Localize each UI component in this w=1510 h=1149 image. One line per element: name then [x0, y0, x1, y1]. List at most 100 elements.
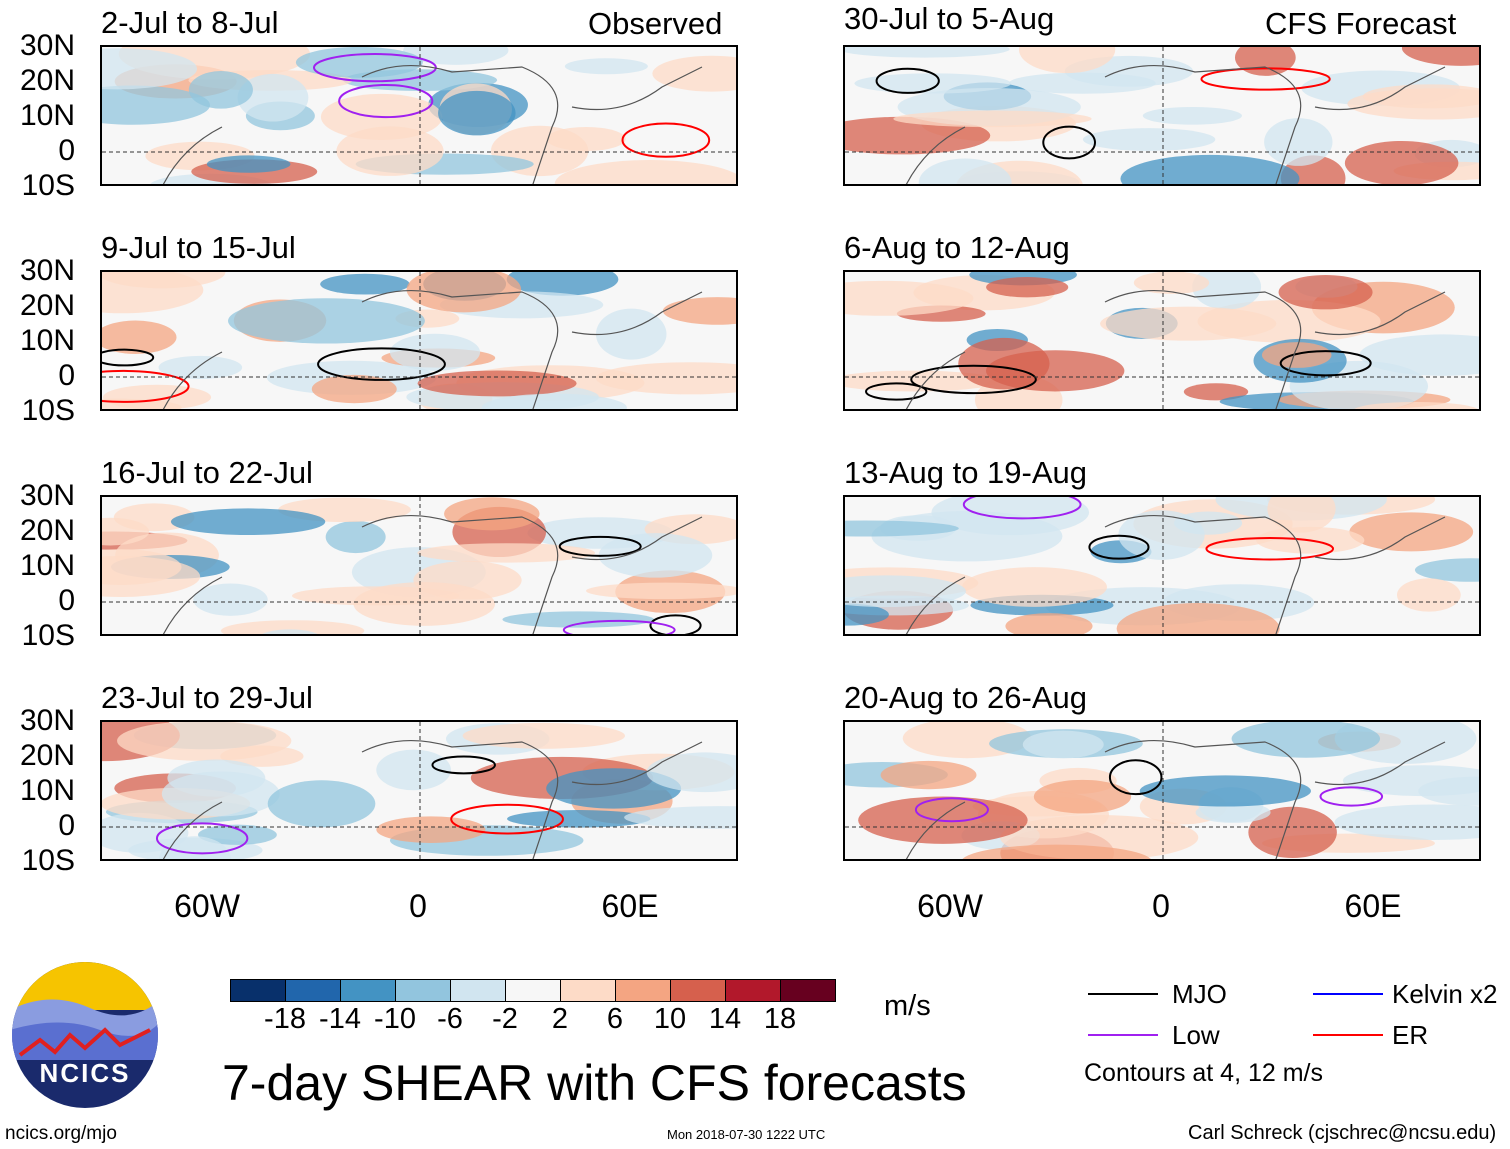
shear-field — [102, 497, 736, 634]
shear-blob — [1261, 342, 1332, 368]
lat-label: 30N — [19, 704, 75, 737]
panel-title: 30-Jul to 5-Aug — [844, 1, 1055, 36]
shear-field — [102, 47, 736, 184]
shear-blob — [161, 771, 280, 817]
wave-contour — [1108, 759, 1163, 796]
lat-label: 20N — [19, 64, 75, 97]
legend-label-kelvin: Kelvin x2 — [1392, 979, 1498, 1009]
shear-field — [845, 722, 1479, 859]
wave-contour — [338, 83, 434, 119]
shear-blob — [389, 333, 481, 371]
shear-blob — [102, 320, 177, 354]
shear-map-panel — [100, 270, 738, 411]
shear-blob — [102, 812, 189, 853]
legend-line-kelvin — [1313, 993, 1383, 995]
colorbar-unit: m/s — [884, 990, 931, 1022]
shear-blob — [662, 297, 736, 325]
legend-label-er: ER — [1392, 1020, 1429, 1050]
shear-blob — [624, 806, 736, 829]
shear-blob — [376, 749, 451, 791]
lat-label: 10S — [21, 394, 75, 427]
lat-label: 10N — [19, 99, 75, 132]
wave-contour — [649, 614, 702, 634]
colorbar-tick: -6 — [437, 1003, 463, 1035]
colorbar-tick: -2 — [492, 1003, 518, 1035]
shear-blob — [102, 272, 226, 289]
shear-blob — [652, 55, 736, 92]
shear-blob — [220, 620, 365, 634]
shear-blob — [880, 760, 977, 790]
shear-blob — [228, 298, 425, 344]
colorbar-tick: -10 — [374, 1003, 416, 1035]
shear-blob — [1082, 128, 1216, 151]
shear-field — [845, 272, 1479, 409]
shear-blob — [1008, 72, 1156, 94]
shear-blob — [237, 73, 309, 122]
shear-blob — [1231, 722, 1381, 758]
shear-map-panel — [843, 270, 1481, 411]
shear-blob — [198, 824, 277, 845]
shear-blob — [158, 355, 243, 380]
wave-contour — [1319, 786, 1384, 807]
shear-blob — [1278, 274, 1373, 310]
shear-blob — [206, 155, 291, 173]
shear-blob — [1116, 603, 1280, 634]
colorbar-tick: 10 — [653, 1003, 687, 1035]
lat-label: 20N — [19, 289, 75, 322]
wave-contour — [1200, 67, 1331, 91]
shear-blob — [845, 520, 959, 537]
wave-contour — [875, 67, 940, 94]
shear-blob — [481, 393, 627, 409]
shear-blob — [502, 611, 655, 628]
panel-title: 16-Jul to 22-Jul — [101, 455, 313, 490]
lon-label: 60E — [1344, 888, 1402, 924]
wave-contour — [962, 497, 1082, 520]
shear-blob — [1022, 730, 1104, 759]
lat-label: 20N — [19, 514, 75, 547]
colorbar-swatch — [285, 979, 341, 1002]
shear-map-panel — [100, 45, 738, 186]
wave-contour — [558, 535, 642, 557]
shear-blob — [462, 722, 626, 749]
shear-blob — [598, 533, 713, 578]
footer-url[interactable]: ncics.org/mjo — [5, 1123, 117, 1144]
colorbar-swatch — [670, 979, 726, 1002]
shear-blob — [102, 384, 212, 409]
wave-contour — [1088, 534, 1150, 560]
lon-label: 0 — [409, 888, 427, 924]
shear-blob — [586, 582, 736, 600]
column-header: CFS Forecast — [1265, 6, 1457, 41]
lon-label: 60W — [174, 888, 240, 924]
lon-label: 0 — [1152, 888, 1170, 924]
colorbar-swatch — [450, 979, 506, 1002]
figure-title: 7-day SHEAR with CFS forecasts — [222, 1055, 967, 1111]
shear-blob — [1359, 334, 1479, 376]
shear-blob — [546, 768, 682, 809]
shear-blob — [1362, 84, 1479, 109]
shear-blob — [325, 520, 386, 554]
shear-field — [845, 47, 1479, 184]
shear-blob — [1267, 497, 1336, 533]
panel-title: 13-Aug to 19-Aug — [844, 455, 1088, 490]
footer-credit: Carl Schreck (cjschrec@ncsu.edu) — [1188, 1122, 1497, 1144]
shear-blob — [417, 370, 577, 397]
legend-note: Contours at 4, 12 m/s — [1084, 1059, 1324, 1087]
shear-blob — [1396, 578, 1461, 612]
colorbar-tick: 2 — [551, 1003, 569, 1035]
shear-blob — [506, 272, 619, 296]
shear-blob — [403, 47, 509, 65]
shear-blob — [1033, 779, 1132, 814]
shear-map-panel — [100, 495, 738, 636]
colorbar-swatch — [340, 979, 396, 1002]
shear-blob — [554, 160, 736, 184]
shear-blob — [1334, 804, 1479, 840]
colorbar-swatch — [230, 979, 286, 1002]
shear-blob — [267, 780, 376, 828]
footer-timestamp: Mon 2018-07-30 1222 UTC — [667, 1127, 826, 1142]
wave-contour — [1042, 125, 1096, 160]
panel-title: 23-Jul to 29-Jul — [101, 680, 313, 715]
colorbar-tick: 14 — [708, 1003, 742, 1035]
wave-contour — [865, 382, 928, 401]
legend-line-mjo — [1088, 993, 1158, 995]
shear-blob — [564, 58, 648, 75]
